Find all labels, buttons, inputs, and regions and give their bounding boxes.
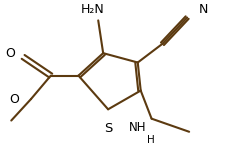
- Text: O: O: [5, 47, 15, 60]
- Text: S: S: [104, 122, 112, 135]
- Text: N: N: [199, 3, 208, 16]
- Text: O: O: [9, 93, 19, 105]
- Text: NH: NH: [129, 121, 147, 134]
- Text: H₂N: H₂N: [80, 3, 104, 16]
- Text: H: H: [147, 135, 154, 145]
